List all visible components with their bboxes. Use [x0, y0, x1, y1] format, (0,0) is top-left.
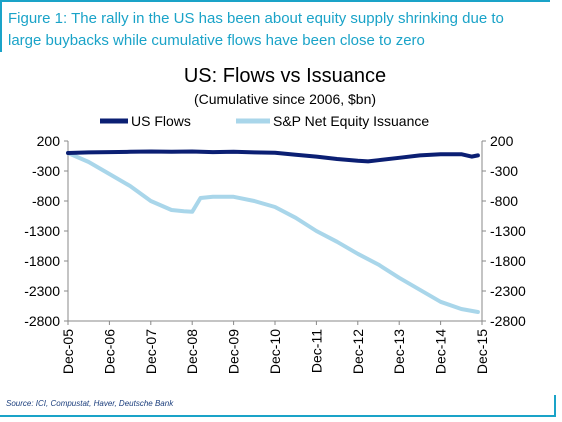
plot-area: 200 200 -300 -300 -800 -800 -1300 -1300 -1800 -18…: [24, 133, 526, 374]
flows-vs-issuance-chart: US: Flows vs Issuance (Cumulative since …: [24, 65, 526, 374]
x-tick-label: Dec-08: [184, 329, 200, 374]
y-tick-label-right: -1300: [490, 223, 526, 239]
figure-footer: Source: ICI, Compustat, Haver, Deutsche …: [0, 395, 556, 417]
y-tick-label-left: -1300: [24, 223, 60, 239]
y-tick-label-right: -2800: [490, 313, 526, 329]
chart-subtitle: (Cumulative since 2006, $bn): [194, 91, 376, 107]
y-tick-label-left: -300: [32, 163, 60, 179]
y-tick-label-left: -2300: [24, 283, 60, 299]
x-tick-label: Dec-15: [474, 329, 490, 374]
chart-title: US: Flows vs Issuance: [184, 65, 386, 87]
series-line-net-issuance: [66, 151, 480, 314]
figure-title: Figure 1: The rally in the US has been a…: [0, 0, 550, 52]
x-tick-label: Dec-07: [143, 329, 159, 374]
y-tick-label-left: -1800: [24, 253, 60, 269]
y-tick-label-left: -2800: [24, 313, 60, 329]
x-tick-label: Dec-09: [226, 329, 242, 374]
x-tick-label: Dec-13: [391, 329, 407, 374]
y-tick-label-right: -1800: [490, 253, 526, 269]
source-note: Source: ICI, Compustat, Haver, Deutsche …: [6, 399, 174, 408]
x-tick-label: Dec-14: [433, 329, 449, 374]
y-tick-label-left: -800: [32, 193, 60, 209]
x-tick-label: Dec-11: [308, 329, 324, 373]
y-tick-label-right: -2300: [490, 283, 526, 299]
y-tick-label-left: 200: [37, 133, 61, 149]
y-tick-label-right: -800: [490, 193, 518, 209]
figure-title-line-1: Figure 1: The rally in the US has been a…: [8, 10, 504, 27]
y-tick-label-right: -300: [490, 163, 518, 179]
legend-label-net-issuance: S&P Net Equity Issuance: [273, 113, 429, 129]
x-tick-label: Dec-06: [101, 329, 117, 374]
figure-title-line-2: large buybacks while cumulative flows ha…: [8, 32, 425, 49]
legend: US Flows S&P Net Equity Issuance: [100, 113, 429, 129]
y-tick-label-right: 200: [490, 133, 514, 149]
series-line-us-flows: [66, 149, 480, 164]
x-tick-label: Dec-12: [350, 329, 366, 374]
legend-label-us-flows: US Flows: [131, 113, 191, 129]
x-tick-label: Dec-05: [60, 329, 76, 374]
x-tick-label: Dec-10: [267, 329, 283, 374]
